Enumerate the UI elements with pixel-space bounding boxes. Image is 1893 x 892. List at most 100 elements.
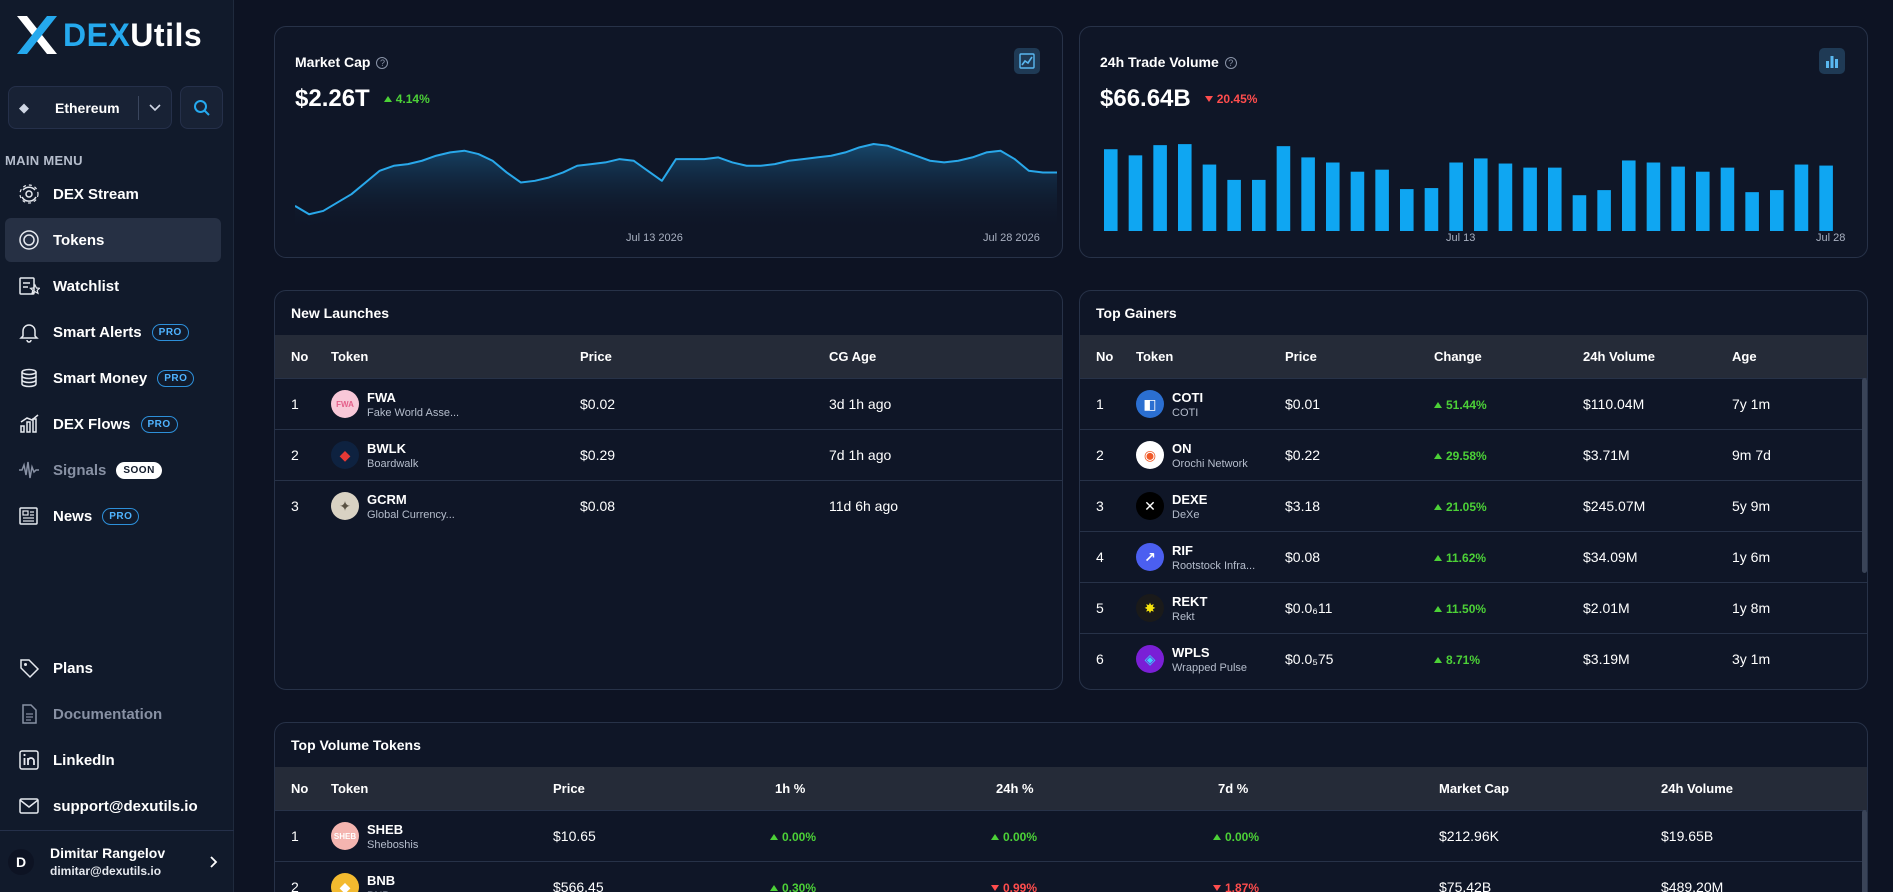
x-axis-label-start: Jul 13	[1446, 232, 1476, 244]
chart-bar[interactable]	[1227, 179, 1241, 231]
chart-bar[interactable]	[1178, 144, 1192, 231]
logo[interactable]: DEXUtils	[15, 14, 202, 56]
table-row[interactable]: 3 ✦ GCRM Global Currency... $0.08 11d 6h…	[275, 480, 1062, 531]
scrollbar[interactable]	[1862, 378, 1867, 573]
chart-bar[interactable]	[1770, 190, 1784, 231]
chart-bar[interactable]	[1104, 149, 1118, 231]
sidebar-item-linkedin[interactable]: LinkedIn	[5, 738, 221, 782]
info-icon[interactable]: ?	[1224, 57, 1237, 69]
column-header[interactable]: CG Age	[829, 349, 877, 364]
sidebar-item-documentation[interactable]: Documentation	[5, 692, 221, 736]
chart-bar[interactable]	[1696, 171, 1710, 231]
token-cell[interactable]: ◆ BWLK Boardwalk	[331, 441, 418, 470]
token-cell[interactable]: ✕ DEXE DeXe	[1136, 492, 1207, 521]
table-row[interactable]: 2 ◆ BWLK Boardwalk $0.29 7d 1h ago	[275, 429, 1062, 480]
table-row[interactable]: 6 ◈ WPLS Wrapped Pulse $0.0₅75 8.71% $3.…	[1080, 633, 1867, 684]
change-value: 11.50%	[1434, 602, 1486, 616]
chart-bar[interactable]	[1252, 179, 1266, 231]
chart-bar[interactable]	[1597, 190, 1611, 231]
sidebar-item-signals[interactable]: Signals SOON	[5, 448, 221, 492]
column-header[interactable]: No	[291, 781, 309, 796]
token-cell[interactable]: ◈ WPLS Wrapped Pulse	[1136, 645, 1247, 674]
table-row[interactable]: 5 ✸ REKT Rekt $0.0₆11 11.50% $2.01M 1y 8…	[1080, 582, 1867, 633]
token-cell[interactable]: FWA FWA Fake World Asse...	[331, 390, 459, 419]
column-header[interactable]: Change	[1434, 349, 1482, 364]
chart-bar[interactable]	[1424, 188, 1439, 231]
column-header[interactable]: Token	[1136, 349, 1174, 364]
chart-bar[interactable]	[1646, 162, 1661, 231]
change-text: 29.58%	[1446, 449, 1487, 463]
column-header[interactable]: 1h %	[775, 781, 806, 796]
sidebar-item-label: LinkedIn	[53, 751, 115, 769]
table-row[interactable]: 1 ◧ COTI COTI $0.01 51.44% $110.04M 7y 1…	[1080, 378, 1867, 429]
user-profile[interactable]: D Dimitar Rangelov dimitar@dexutils.io	[0, 830, 234, 892]
chart-bar[interactable]	[1301, 157, 1315, 231]
chart-bar[interactable]	[1202, 164, 1217, 231]
token-cell[interactable]: SHEB SHEB Sheboshis	[331, 822, 418, 851]
bar-chart-toggle-button[interactable]	[1819, 48, 1845, 74]
table-row[interactable]: 3 ✕ DEXE DeXe $3.18 21.05% $245.07M 5y 9…	[1080, 480, 1867, 531]
token-text: FWA Fake World Asse...	[367, 390, 459, 419]
table-row[interactable]: 1 SHEB SHEB Sheboshis $10.65 0.00% 0.00%…	[275, 810, 1867, 861]
token-cell[interactable]: ◧ COTI COTI	[1136, 390, 1203, 419]
column-header[interactable]: Price	[580, 349, 612, 364]
column-header[interactable]: 7d %	[1218, 781, 1249, 796]
token-symbol: COTI	[1172, 389, 1204, 405]
chart-bar[interactable]	[1572, 195, 1587, 231]
sidebar-item-smart-alerts[interactable]: Smart Alerts PRO	[5, 310, 221, 354]
column-header[interactable]: Token	[331, 781, 369, 796]
sidebar-item-plans[interactable]: Plans	[5, 646, 221, 690]
chart-bar[interactable]	[1474, 158, 1488, 231]
search-button[interactable]	[180, 86, 223, 129]
chart-bar[interactable]	[1745, 192, 1759, 231]
chart-bar[interactable]	[1400, 189, 1414, 231]
table-row[interactable]: 2 ◆ BNB BNB $566.45 0.30% 0.99% 1.87% $7…	[275, 861, 1867, 892]
column-header[interactable]: Market Cap	[1439, 781, 1510, 796]
column-header[interactable]: 24h Volume	[1583, 349, 1656, 364]
token-cell[interactable]: ◆ BNB BNB	[331, 873, 395, 892]
chart-bar[interactable]	[1449, 162, 1463, 231]
column-header[interactable]: No	[291, 349, 309, 364]
chart-bar[interactable]	[1128, 155, 1143, 231]
table-row[interactable]: 2 ◉ ON Orochi Network $0.22 29.58% $3.71…	[1080, 429, 1867, 480]
chart-bar[interactable]	[1548, 167, 1562, 231]
sidebar-item-support[interactable]: support@dexutils.io	[5, 784, 221, 828]
chart-bar[interactable]	[1498, 163, 1513, 231]
line-chart-toggle-button[interactable]	[1014, 48, 1040, 74]
chart-bar[interactable]	[1794, 164, 1809, 231]
info-icon[interactable]: ?	[376, 57, 389, 69]
chart-bar[interactable]	[1720, 167, 1735, 231]
chart-bar[interactable]	[1622, 160, 1636, 231]
sidebar-item-dex-stream[interactable]: DEX Stream	[5, 172, 221, 216]
token-cell[interactable]: ✸ REKT Rekt	[1136, 594, 1207, 623]
chart-bar[interactable]	[1819, 165, 1833, 231]
table-row[interactable]: 1 FWA FWA Fake World Asse... $0.02 3d 1h…	[275, 378, 1062, 429]
token-cell[interactable]: ◉ ON Orochi Network	[1136, 441, 1248, 470]
scrollbar[interactable]	[1862, 810, 1867, 892]
column-header[interactable]: 24h Volume	[1661, 781, 1734, 796]
chart-bar[interactable]	[1326, 162, 1340, 231]
column-header[interactable]: Token	[331, 349, 369, 364]
network-select[interactable]: ◆ Ethereum	[8, 86, 172, 129]
chart-bar[interactable]	[1350, 171, 1365, 231]
column-header[interactable]: Age	[1732, 349, 1757, 364]
sidebar-item-smart-money[interactable]: Smart Money PRO	[5, 356, 221, 400]
chart-bar[interactable]	[1153, 145, 1167, 231]
token-cell[interactable]: ↗ RIF Rootstock Infra...	[1136, 543, 1255, 572]
chart-bar[interactable]	[1671, 166, 1685, 231]
chart-bar[interactable]	[1375, 169, 1389, 231]
user-info: Dimitar Rangelov dimitar@dexutils.io	[50, 845, 210, 878]
sidebar-item-watchlist[interactable]: Watchlist	[5, 264, 221, 308]
chart-bar[interactable]	[1523, 167, 1537, 231]
tag-icon	[17, 656, 41, 680]
sidebar-item-tokens[interactable]: Tokens	[5, 218, 221, 262]
column-header[interactable]: Price	[1285, 349, 1317, 364]
column-header[interactable]: No	[1096, 349, 1114, 364]
sidebar-item-news[interactable]: News PRO	[5, 494, 221, 538]
column-header[interactable]: 24h %	[996, 781, 1034, 796]
sidebar-item-dex-flows[interactable]: DEX Flows PRO	[5, 402, 221, 446]
table-row[interactable]: 4 ↗ RIF Rootstock Infra... $0.08 11.62% …	[1080, 531, 1867, 582]
chart-bar[interactable]	[1276, 146, 1291, 231]
column-header[interactable]: Price	[553, 781, 585, 796]
token-cell[interactable]: ✦ GCRM Global Currency...	[331, 492, 455, 521]
